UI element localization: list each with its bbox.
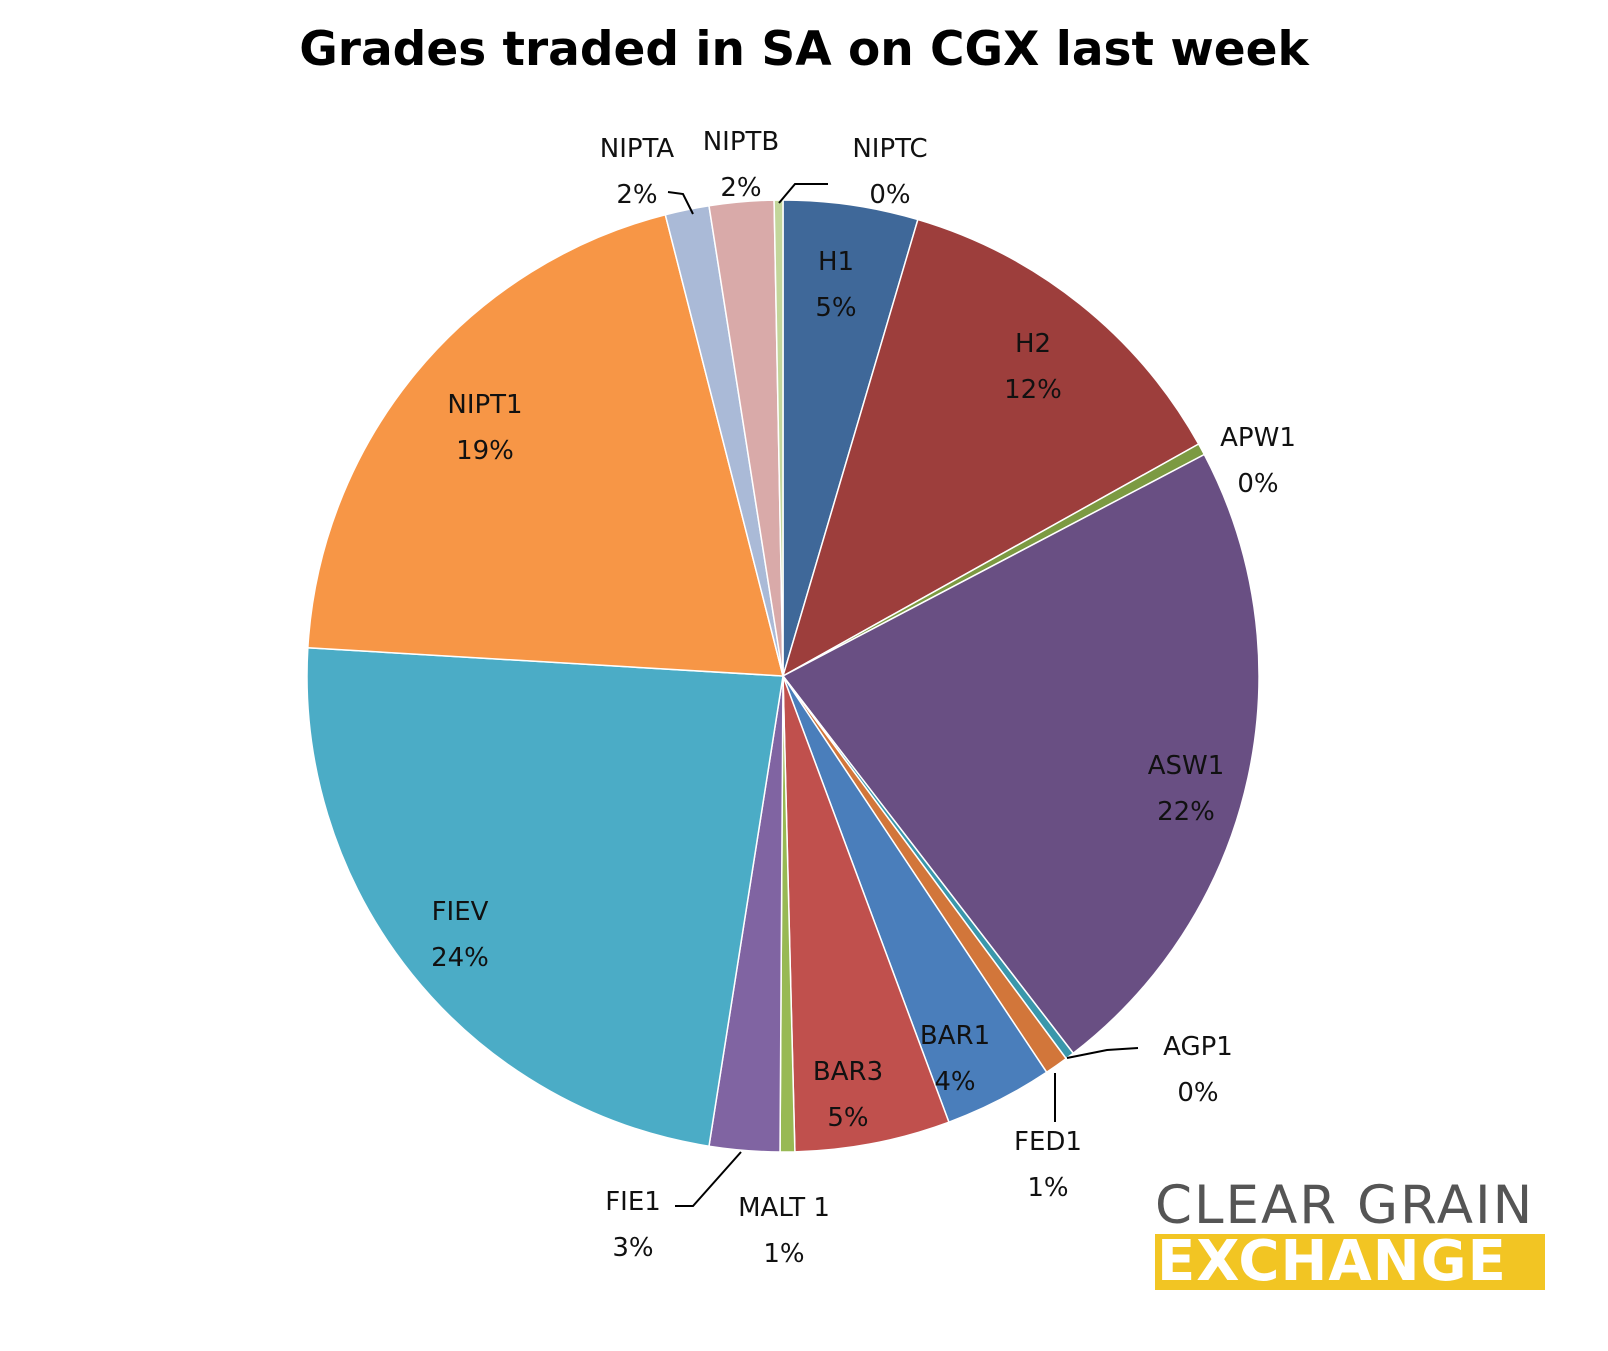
slice-percent-h2: 12% bbox=[1004, 375, 1062, 405]
logo-text-line1: CLEAR GRAIN bbox=[1155, 1175, 1535, 1236]
slice-percent-h1: 5% bbox=[815, 293, 856, 323]
slice-label-niptb: NIPTB bbox=[703, 127, 780, 157]
slice-percent-nipt1: 19% bbox=[456, 436, 514, 466]
leader-line-agp1 bbox=[1066, 1047, 1139, 1059]
slice-label-apw1: APW1 bbox=[1220, 423, 1296, 453]
pie-slice-fiev bbox=[306, 646, 784, 1148]
slice-percent-bar1: 4% bbox=[934, 1067, 975, 1097]
slice-percent-niptb: 2% bbox=[720, 173, 761, 203]
slice-label-niptc: NIPTC bbox=[852, 134, 927, 164]
slice-percent-bar3: 5% bbox=[827, 1103, 868, 1133]
slice-percent-fed1: 1% bbox=[1027, 1173, 1068, 1203]
leader-line-nipta bbox=[667, 191, 694, 215]
slice-percent-apw1: 0% bbox=[1237, 469, 1278, 499]
clear-grain-exchange-logo: CLEAR GRAIN EXCHANGE bbox=[1155, 1178, 1545, 1290]
slice-label-fiev: FIEV bbox=[432, 897, 489, 927]
leader-lines bbox=[667, 183, 1139, 1207]
slice-label-fie1: FIE1 bbox=[605, 1187, 661, 1217]
pie-slice-asw1 bbox=[781, 453, 1260, 1055]
slice-percent-malt-1: 1% bbox=[763, 1239, 804, 1269]
leader-line-fie1 bbox=[675, 1151, 742, 1207]
slice-label-h2: H2 bbox=[1015, 329, 1051, 359]
pie-slice-niptc bbox=[773, 199, 784, 677]
slice-label-asw1: ASW1 bbox=[1148, 751, 1225, 781]
slice-percent-agp1: 0% bbox=[1177, 1078, 1218, 1108]
slice-label-agp1: AGP1 bbox=[1163, 1032, 1233, 1062]
slice-label-nipta: NIPTA bbox=[600, 134, 675, 164]
leader-line-niptc bbox=[778, 183, 828, 204]
slice-label-h1: H1 bbox=[818, 247, 854, 277]
slice-percent-nipta: 2% bbox=[616, 180, 657, 210]
chart-title: Grades traded in SA on CGX last week bbox=[299, 22, 1309, 77]
slice-percent-niptc: 0% bbox=[869, 180, 910, 210]
slice-label-bar1: BAR1 bbox=[920, 1021, 990, 1051]
slice-labels: H1 5% H2 12% APW1 0% ASW1 22% AGP1 0% FED1 1% BAR1 4%… bbox=[431, 127, 1296, 1269]
pie-slice-nipt1 bbox=[307, 213, 784, 677]
slice-percent-fiev: 24% bbox=[431, 943, 489, 973]
slice-label-fed1: FED1 bbox=[1014, 1127, 1082, 1157]
pie-slices bbox=[306, 199, 1260, 1153]
slice-percent-fie1: 3% bbox=[612, 1233, 653, 1263]
slice-label-bar3: BAR3 bbox=[813, 1057, 883, 1087]
slice-percent-asw1: 22% bbox=[1157, 797, 1215, 827]
logo-text-line2: EXCHANGE bbox=[1155, 1234, 1545, 1290]
slice-label-nipt1: NIPT1 bbox=[447, 390, 522, 420]
pie-slice-bar3 bbox=[782, 675, 950, 1153]
slice-label-malt-1: MALT 1 bbox=[738, 1193, 830, 1223]
pie-slice-h2 bbox=[781, 218, 1200, 678]
